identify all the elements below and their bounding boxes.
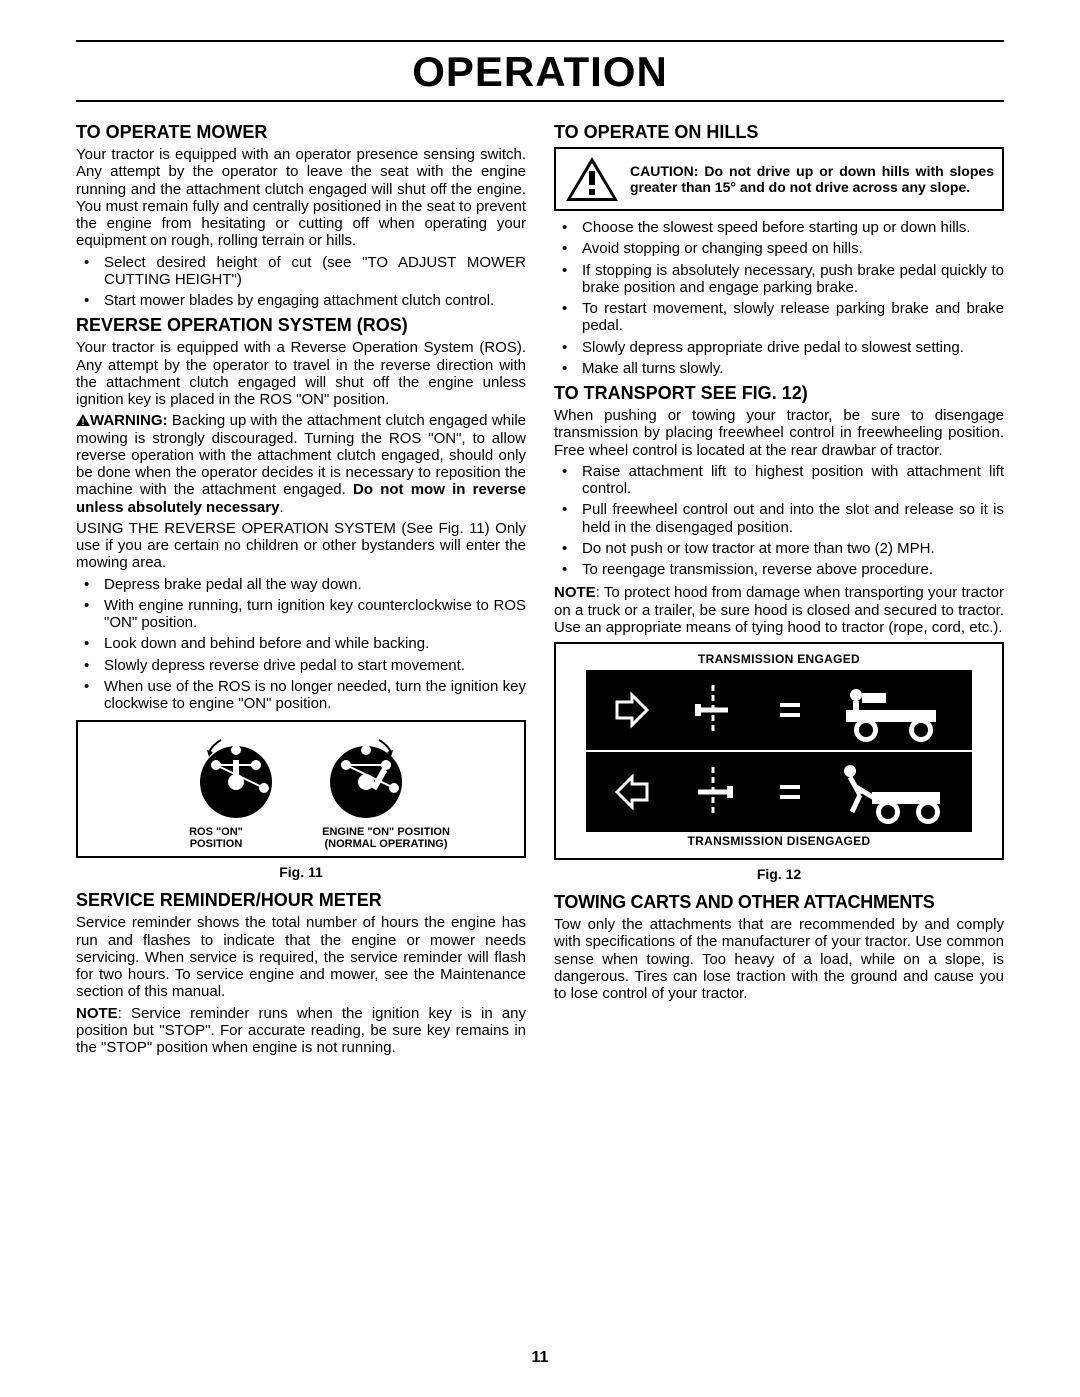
figure-12-box: TRANSMISSION ENGAGED — [554, 642, 1004, 860]
label-ros-on: ROS "ON" POSITION — [151, 826, 281, 850]
ignition-dial-engine — [321, 730, 411, 820]
list-item: When use of the ROS is no longer needed,… — [100, 678, 526, 713]
heading-towing: TOWING CARTS AND OTHER ATTACHMENTS — [554, 892, 1004, 913]
content-columns: To Operate Mower Your tractor is equippe… — [76, 116, 1004, 1060]
list-item: Slowly depress appropriate drive pedal t… — [578, 339, 1004, 356]
text-ros-warning: ! WARNING: Backing up with the attachmen… — [76, 412, 526, 516]
note-label: NOTE — [554, 584, 596, 601]
warning-label: WARNING: — [90, 412, 168, 429]
list-item: Slowly depress reverse drive pedal to st… — [100, 657, 526, 674]
note-label: NOTE — [76, 1005, 118, 1022]
list-operate-mower: Select desired height of cut (see "TO AD… — [76, 254, 526, 310]
list-item: Depress brake pedal all the way down. — [100, 576, 526, 593]
heading-operate-hills: To Operate On Hills — [554, 122, 1004, 143]
caution-box: CAUTION: Do not drive up or down hills w… — [554, 147, 1004, 211]
list-item: Choose the slowest speed before starting… — [578, 219, 1004, 236]
figure-11-caption: Fig. 11 — [76, 864, 526, 880]
heading-service-reminder: SERVICE REMINDER/HOUR METER — [76, 890, 526, 911]
text-transport-note: NOTE: To protect hood from damage when t… — [554, 584, 1004, 636]
list-item: Make all turns slowly. — [578, 360, 1004, 377]
warning-triangle-icon: ! — [76, 413, 90, 425]
list-item: Avoid stopping or changing speed on hill… — [578, 240, 1004, 257]
transmission-engaged-diagram — [586, 670, 972, 750]
svg-text:!: ! — [82, 417, 85, 426]
text-ros-using: USING THE REVERSE OPERATION SYSTEM (See … — [76, 520, 526, 572]
list-item: To reengage transmission, reverse above … — [578, 561, 1004, 578]
note-body: : To protect hood from damage when trans… — [554, 584, 1004, 636]
list-item: Raise attachment lift to highest positio… — [578, 463, 1004, 498]
label-transmission-disengaged: TRANSMISSION DISENGAGED — [564, 834, 994, 848]
heading-operate-mower: To Operate Mower — [76, 122, 526, 143]
transmission-disengaged-diagram — [586, 752, 972, 832]
caution-triangle-icon — [564, 155, 620, 203]
text-towing: Tow only the attachments that are recomm… — [554, 916, 1004, 1002]
ignition-labels: ROS "ON" POSITION ENGINE "ON" POSITION (… — [88, 826, 514, 850]
title-rule — [76, 100, 1004, 102]
page-number: 11 — [0, 1349, 1080, 1367]
list-ros-steps: Depress brake pedal all the way down. Wi… — [76, 576, 526, 713]
text-transport-intro: When pushing or towing your tractor, be … — [554, 407, 1004, 459]
label-text: POSITION — [190, 838, 243, 850]
label-text: (NORMAL OPERATING) — [324, 838, 447, 850]
page-title: OPERATION — [76, 48, 1004, 96]
heading-transport: TO TRANSPORT See Fig. 12) — [554, 383, 1004, 404]
label-text: ENGINE "ON" POSITION — [322, 826, 450, 838]
list-item: Pull freewheel control out and into the … — [578, 501, 1004, 536]
list-item: Start mower blades by engaging attachmen… — [100, 292, 526, 309]
label-engine-on: ENGINE "ON" POSITION (NORMAL OPERATING) — [321, 826, 451, 850]
list-item: To restart movement, slowly release park… — [578, 300, 1004, 335]
list-item: If stopping is absolutely necessary, pus… — [578, 262, 1004, 297]
figure-11-box: ROS "ON" POSITION ENGINE "ON" POSITION (… — [76, 720, 526, 858]
list-hills: Choose the slowest speed before starting… — [554, 219, 1004, 377]
text-service-note: NOTE: Service reminder runs when the ign… — [76, 1005, 526, 1057]
label-transmission-engaged: TRANSMISSION ENGAGED — [564, 652, 994, 666]
list-item: Select desired height of cut (see "TO AD… — [100, 254, 526, 289]
list-item: Look down and behind before and while ba… — [100, 635, 526, 652]
list-transport: Raise attachment lift to highest positio… — [554, 463, 1004, 579]
text-ros-intro: Your tractor is equipped with a Reverse … — [76, 339, 526, 408]
top-rule — [76, 40, 1004, 42]
ignition-dial-ros — [191, 730, 281, 820]
note-body: : Service reminder runs when the ignitio… — [76, 1005, 526, 1057]
label-text: ROS "ON" — [189, 826, 243, 838]
list-item: Do not push or tow tractor at more than … — [578, 540, 1004, 557]
heading-ros: REVERSE OPERATION SYSTEM (ROS) — [76, 315, 526, 336]
text-service-reminder: Service reminder shows the total number … — [76, 914, 526, 1000]
caution-text: CAUTION: Do not drive up or down hills w… — [630, 163, 994, 195]
text-operate-mower: Your tractor is equipped with an operato… — [76, 146, 526, 250]
left-column: To Operate Mower Your tractor is equippe… — [76, 116, 526, 1060]
list-item: With engine running, turn ignition key c… — [100, 597, 526, 632]
ignition-dial-row — [88, 730, 514, 820]
right-column: To Operate On Hills CAUTION: Do not driv… — [554, 116, 1004, 1060]
figure-12-caption: Fig. 12 — [554, 866, 1004, 882]
